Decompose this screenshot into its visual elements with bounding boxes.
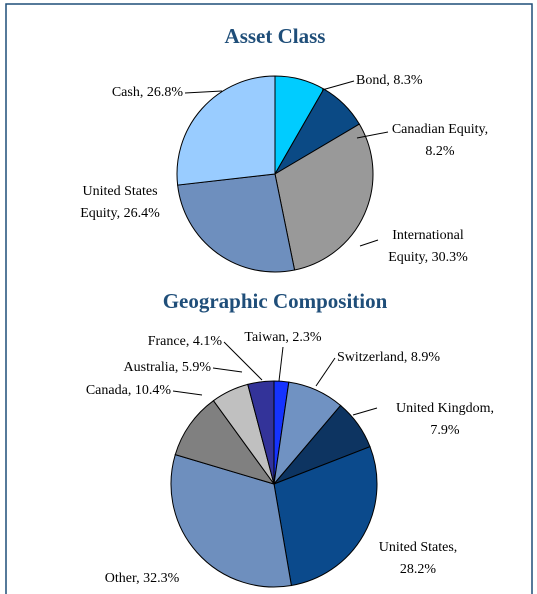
leader-line [321,80,355,91]
data-label: Switzerland, 8.9% [337,350,440,365]
pie-slice [247,380,275,485]
leader-line [315,357,336,387]
data-label: United States [82,184,157,199]
leader-line [184,90,223,94]
data-label: 8.2% [425,144,455,159]
data-label: Taiwan, 2.3% [244,330,322,345]
leader-line [356,131,389,139]
leader-line [172,390,203,396]
pie-slice [176,75,276,186]
data-label: International [392,228,464,243]
frame [5,3,533,594]
leader-line [352,407,378,416]
pie-slice [177,173,296,273]
data-label: United Kingdom, [396,401,494,416]
data-label: 7.9% [430,423,460,438]
data-label: Equity, 30.3% [388,250,468,265]
pie-slice [274,123,374,271]
chart-title: Geographic Composition [163,289,388,313]
data-label: 28.2% [400,562,437,577]
leader-line [278,346,284,382]
pie-slice [273,446,378,587]
leader-line [223,341,263,381]
leader-line [212,367,243,373]
data-label: France, 4.1% [148,334,223,349]
data-label: Australia, 5.9% [124,360,212,375]
data-label: Canada, 10.4% [86,383,171,398]
data-label: Cash, 26.8% [112,85,184,100]
data-label: Canadian Equity, [392,122,488,137]
data-label: Equity, 26.4% [80,206,160,221]
data-label: Other, 32.3% [105,571,180,586]
chart-title: Asset Class [225,24,326,48]
pie-slice [170,454,292,588]
data-label: United States, [379,540,458,555]
data-label: Bond, 8.3% [356,73,423,88]
leader-line [359,239,379,247]
